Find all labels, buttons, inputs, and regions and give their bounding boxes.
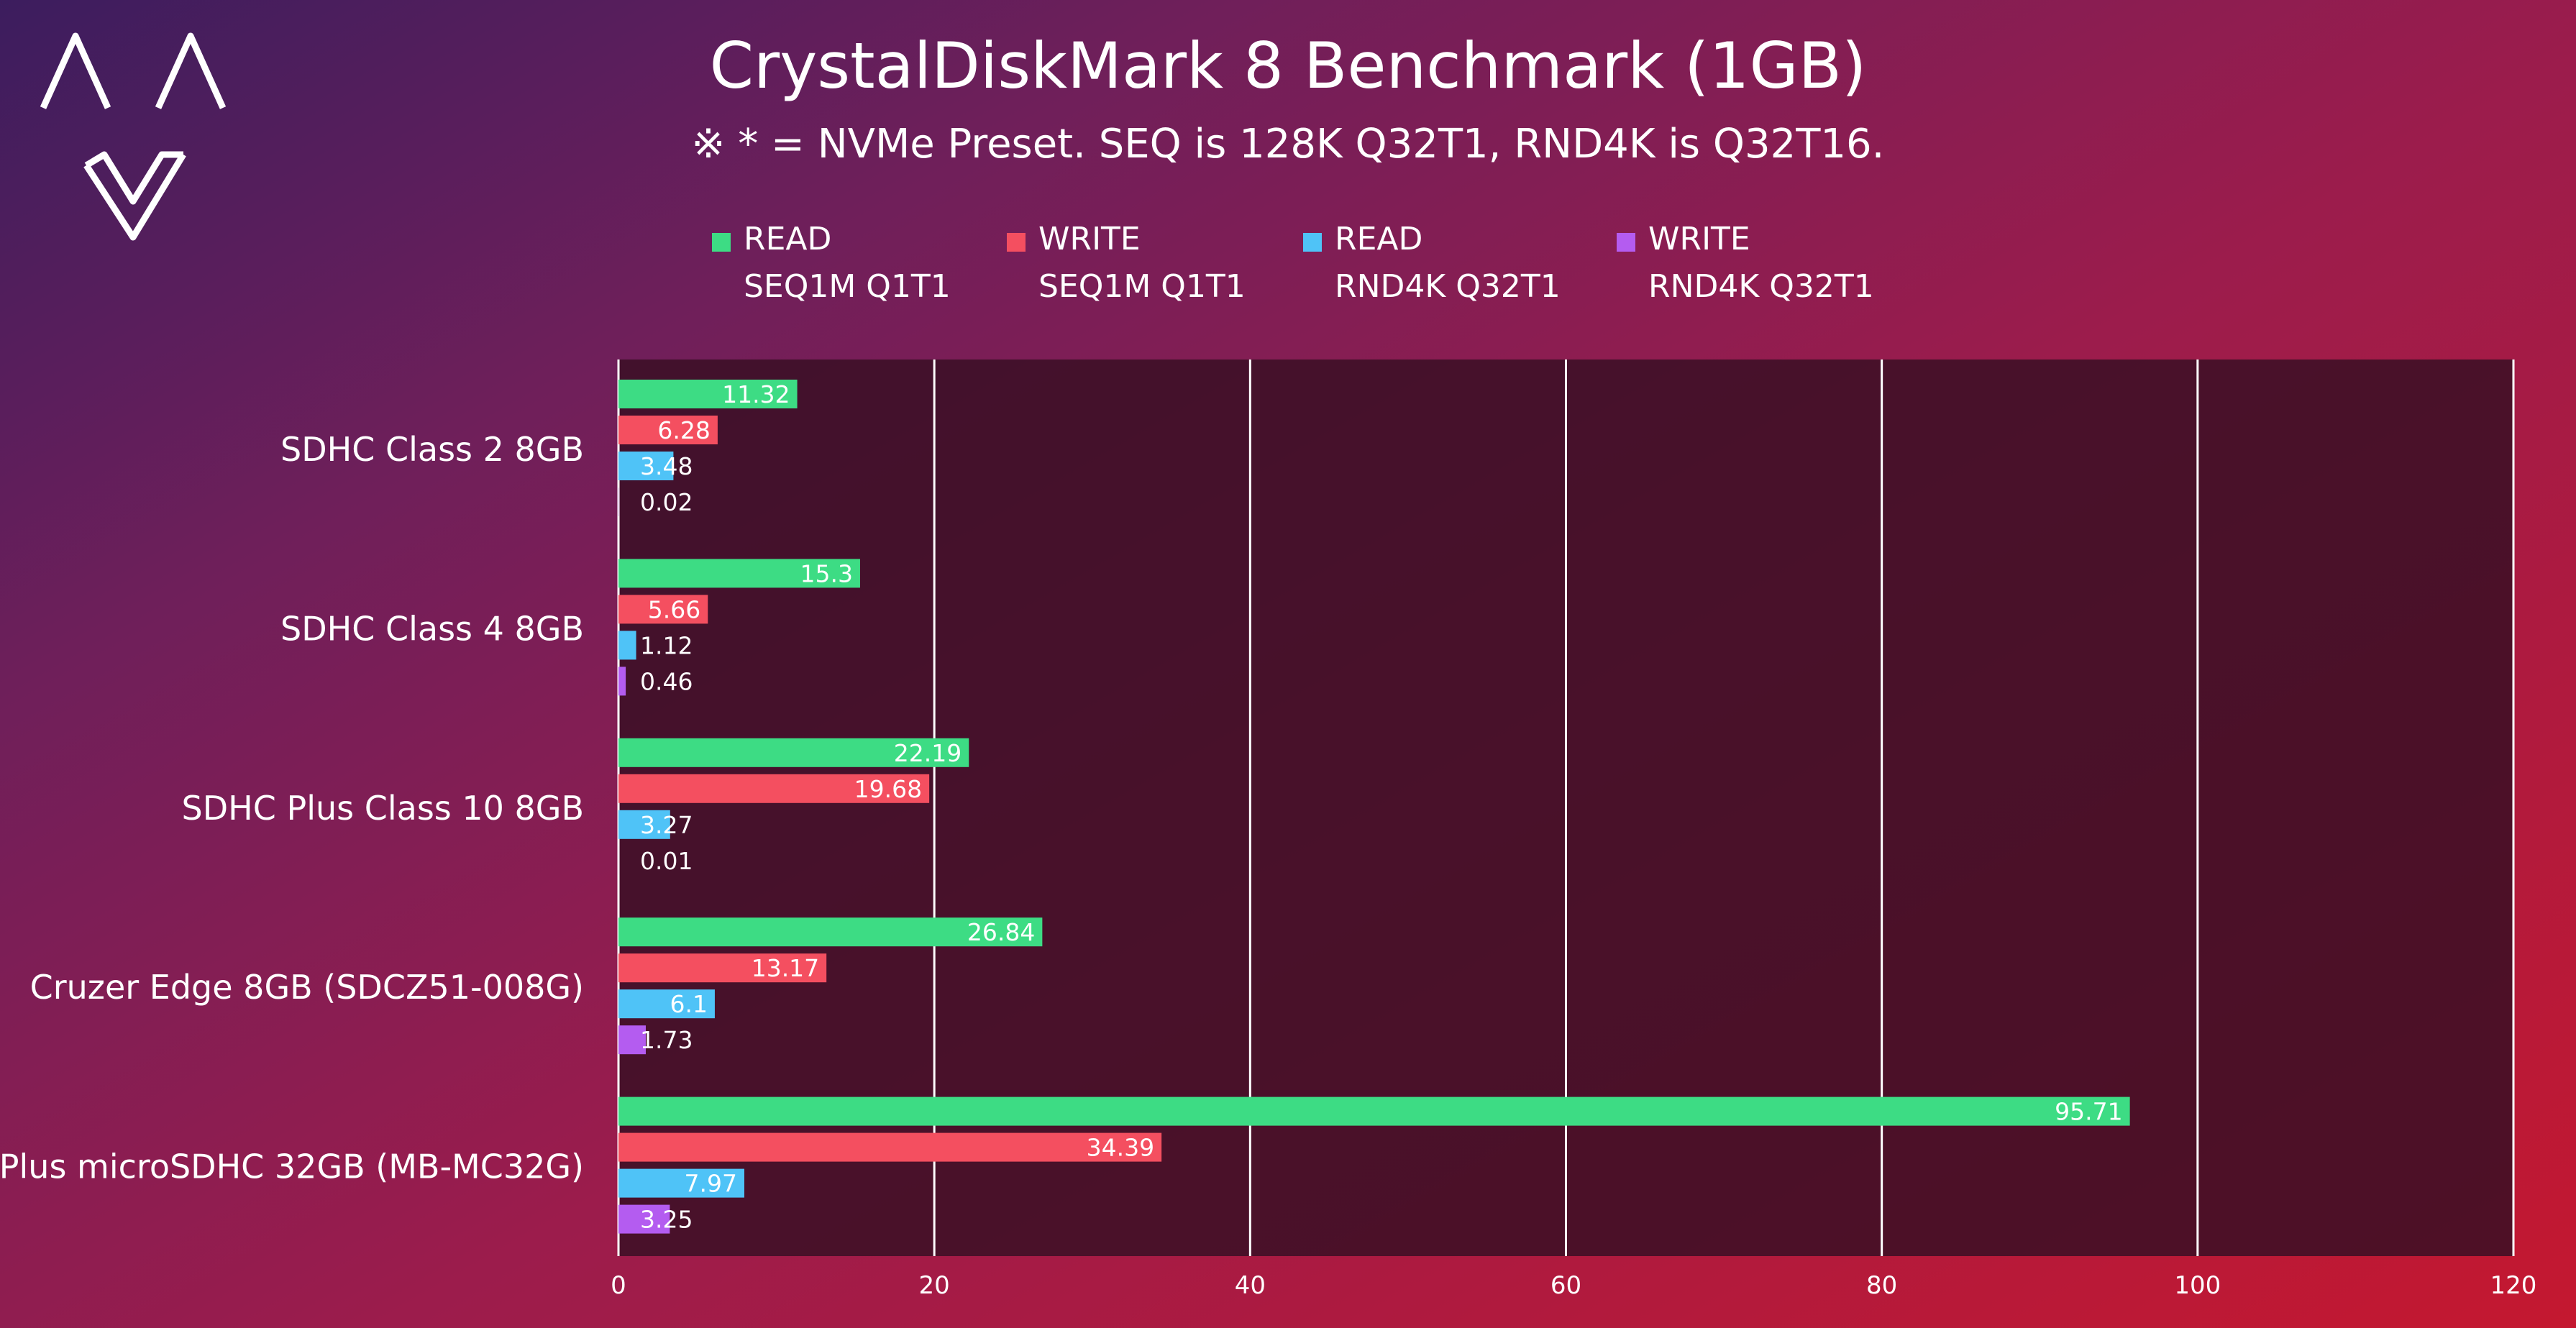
category-label: SDHC Class 2 8GB [280,430,584,469]
bar [618,380,798,408]
x-tick-label: 20 [919,1271,950,1300]
data-label: 3.25 [640,1206,693,1234]
bar [618,1168,745,1198]
data-label: 13.17 [752,954,819,982]
data-label: 0.01 [640,847,693,875]
data-label: 7.97 [685,1170,737,1198]
legend-swatch [712,233,731,252]
data-label: 0.46 [640,667,693,695]
legend-label: READ RND4K Q32T1 [1335,216,1561,311]
bar [618,559,860,588]
legend-label-line2: SEQ1M Q1T1 [1038,268,1246,305]
data-label: 6.28 [657,416,710,444]
data-label: 34.39 [1087,1134,1154,1162]
legend-swatch [1617,233,1635,252]
x-tick-label: 40 [1235,1271,1266,1300]
bar [618,631,636,660]
bar [618,1096,2130,1126]
legend-label-line1: READ [1335,221,1423,257]
category-label: EVO Plus microSDHC 32GB (MB-MC32G) [0,1148,584,1186]
chart-title: CrystalDiskMark 8 Benchmark (1GB) [709,29,1867,103]
legend-label: WRITE RND4K Q32T1 [1648,216,1874,311]
category-label: SDHC Plus Class 10 8GB [182,789,584,828]
legend-label-line2: RND4K Q32T1 [1648,268,1874,305]
bar [618,774,930,803]
bar [618,667,626,696]
legend-label-line1: WRITE [1648,221,1750,257]
legend-label-line1: WRITE [1038,221,1141,257]
bar [618,917,1043,947]
data-label: 95.71 [2055,1098,2122,1126]
data-label: 6.1 [670,990,707,1018]
bar [618,1025,646,1055]
category-label: Cruzer Edge 8GB (SDCZ51-008G) [30,968,584,1007]
x-tick-label: 120 [2490,1271,2537,1300]
x-tick-label: 100 [2174,1271,2221,1300]
bar [618,989,715,1019]
legend-label-line2: SEQ1M Q1T1 [744,268,951,305]
legend-swatch [1007,233,1026,252]
chart-subtitle: ※ * = NVMe Preset. SEQ is 128K Q32T1, RN… [691,121,1885,168]
bar [618,953,827,983]
x-tick-label: 0 [611,1271,626,1300]
data-label: 1.73 [640,1026,693,1054]
data-label: 26.84 [967,918,1035,946]
wolf-face-logo-icon [40,32,227,241]
data-label: 1.12 [640,631,693,659]
legend-swatch [1303,233,1322,252]
bar [618,738,969,767]
legend-label: READ SEQ1M Q1T1 [744,216,951,311]
bar [618,1204,670,1234]
legend-label-line2: RND4K Q32T1 [1335,268,1561,305]
data-label: 5.66 [648,595,700,623]
bar [618,810,670,839]
data-label: 22.19 [894,739,962,767]
x-tick-label: 60 [1550,1271,1581,1300]
bar [618,595,708,624]
bar [618,416,718,444]
legend: READ SEQ1M Q1T1 WRITE SEQ1M Q1T1 READ RN… [0,216,2576,316]
bar [618,452,674,480]
legend-label: WRITE SEQ1M Q1T1 [1038,216,1246,311]
data-label: 15.3 [800,559,852,587]
data-label: 3.27 [640,811,693,839]
category-label: SDHC Class 4 8GB [280,609,584,648]
data-label: 19.68 [854,775,922,803]
data-label: 11.32 [722,380,790,408]
bar [618,1132,1162,1162]
data-label: 0.02 [640,488,693,516]
x-tick-label: 80 [1866,1271,1897,1300]
legend-label-line1: READ [744,221,832,257]
data-label: 3.48 [640,452,693,480]
